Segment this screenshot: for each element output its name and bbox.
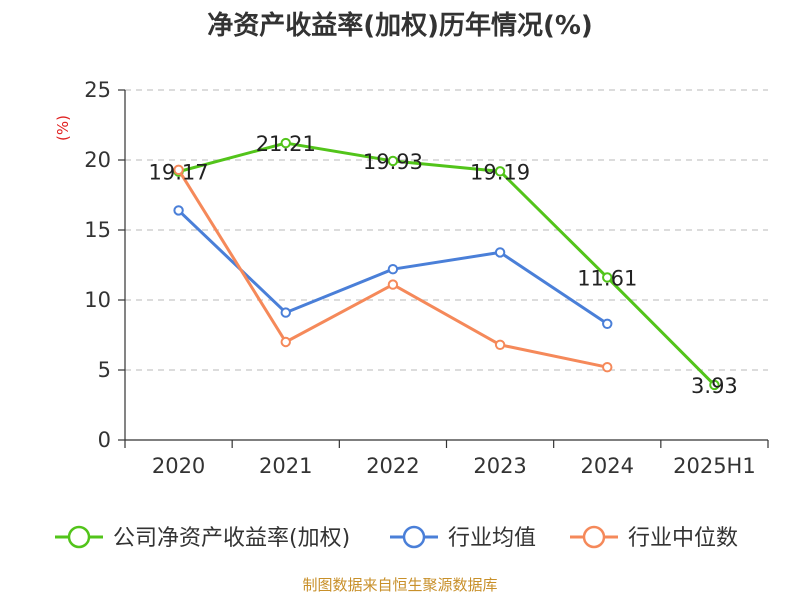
- series-2-point: [494, 339, 506, 350]
- series-2-point: [280, 336, 291, 348]
- legend-label: 行业中位数: [628, 526, 738, 551]
- y-tick-label: 25: [84, 78, 111, 102]
- legend-label: 公司净资产收益率(加权): [113, 526, 350, 551]
- series-1-point: [494, 247, 506, 258]
- y-tick-label: 0: [98, 428, 111, 452]
- legend: 公司净资产收益率(加权) 行业均值 行业中位数: [55, 525, 738, 551]
- series-0-point: [602, 272, 613, 283]
- series-1-point: [280, 307, 291, 318]
- legend-swatch-marker: [582, 525, 606, 549]
- series-1-point: [387, 264, 399, 275]
- series-1-point: [602, 318, 613, 329]
- x-tick-label: 2025H1: [673, 454, 756, 478]
- series-0-point: [280, 137, 291, 149]
- x-tick-label: 2020: [152, 454, 205, 478]
- x-tick-label: 2023: [473, 454, 526, 478]
- data-labels: 19.17 21.21 19.93 19.19 11.61 3.93: [149, 132, 738, 398]
- data-label: 11.61: [577, 266, 637, 290]
- legend-label: 行业均值: [448, 526, 536, 551]
- series-2-point: [173, 164, 184, 176]
- series-1-point: [173, 205, 184, 216]
- series-0-point: [709, 379, 720, 391]
- x-tick-label: 2022: [366, 454, 419, 478]
- axes: 0 5 10 15 20 25 2020 2021 2022 2023 2024 2025H1: [84, 78, 769, 478]
- series-line-0: [178, 141, 716, 387]
- data-label: 19.93: [363, 150, 423, 174]
- y-tick-label: 10: [84, 288, 111, 312]
- y-tick-label: 15: [84, 218, 111, 242]
- series-2-point: [602, 362, 613, 373]
- legend-swatch-marker: [402, 525, 426, 549]
- data-label: 3.93: [691, 374, 738, 398]
- series-lines: [173, 137, 720, 391]
- gridlines: [125, 89, 768, 371]
- series-0-point: [387, 155, 399, 167]
- legend-swatch-marker: [67, 525, 91, 549]
- series-0-point: [494, 166, 506, 177]
- chart-title: 净资产收益率(加权)历年情况(%): [207, 10, 593, 41]
- series-2-point: [387, 279, 399, 290]
- data-label: 19.17: [149, 161, 209, 185]
- data-label: 21.21: [256, 132, 316, 156]
- y-tick-label: 20: [84, 148, 111, 172]
- y-tick-label: 5: [98, 358, 111, 382]
- x-tick-label: 2021: [259, 454, 312, 478]
- source-note: 制图数据来自恒生聚源数据库: [302, 576, 497, 594]
- y-axis-unit-label: (%): [54, 115, 72, 141]
- data-label: 19.19: [470, 160, 530, 184]
- x-tick-label: 2024: [581, 454, 634, 478]
